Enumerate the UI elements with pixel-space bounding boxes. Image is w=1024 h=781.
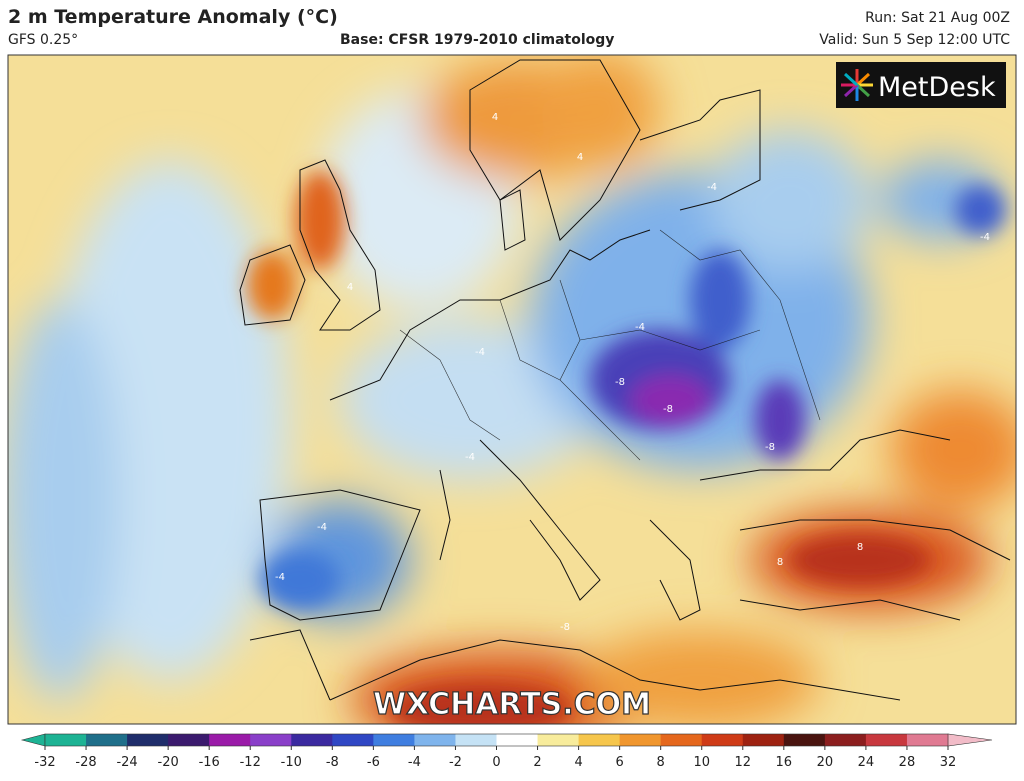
contour-label: -4 [275, 572, 285, 583]
colorbar-label: -10 [281, 755, 302, 770]
map-frame [7, 54, 1017, 725]
colorbar-segment [578, 734, 621, 746]
base: Base: CFSR 1979-2010 climatology [340, 32, 615, 48]
colorbar-end [947, 733, 993, 747]
colorbar-label: -24 [116, 755, 137, 770]
colorbar-end [20, 733, 46, 747]
colorbar-label: 10 [693, 755, 710, 770]
contour-label: -4 [317, 522, 327, 533]
contour-label: 8 [777, 557, 783, 568]
colorbar-segment [783, 734, 826, 746]
colorbar-label: -28 [75, 755, 96, 770]
colorbar-segment [373, 734, 415, 746]
colorbar-label: -4 [408, 755, 421, 770]
colorbar-segment [250, 734, 292, 746]
contour-label: -4 [707, 182, 717, 193]
contour-label: 8 [857, 542, 863, 553]
colorbar-segment [332, 734, 374, 746]
colorbar-label: 8 [657, 755, 665, 770]
colorbar-label: -2 [449, 755, 462, 770]
contour-label: -8 [615, 377, 625, 388]
colorbar-label: 20 [817, 755, 834, 770]
coastlines [239, 59, 1011, 701]
colorbar-label: -12 [240, 755, 261, 770]
colorbar-segment [701, 734, 744, 746]
title: 2 m Temperature Anomaly (°C) [8, 6, 338, 28]
colorbar-segment [455, 734, 497, 746]
contour-label: -4 [980, 232, 990, 243]
colorbar-segment [742, 734, 785, 746]
watermark: WXCHARTS.COM [373, 687, 651, 722]
colorbar-label: -32 [34, 755, 55, 770]
colorbar: -32 -28 -24 -20 -16 -12 -10 -8 -6 -4 -2 0 2 4 6 8 10 12 16… [20, 733, 993, 770]
contour-label: 4 [347, 282, 353, 293]
contour-label: -8 [560, 622, 570, 633]
colorbar-segment [168, 734, 210, 746]
colorbar-label: 6 [615, 755, 623, 770]
colorbar-frame [44, 733, 949, 747]
colorbar-segment [291, 734, 333, 746]
colorbar-segment [906, 734, 949, 746]
colorbar-segment [660, 734, 703, 746]
colorbar-segment [127, 734, 169, 746]
logo-box: MetDesk [836, 62, 1006, 108]
contour-label: -4 [635, 322, 645, 333]
anomaly-field [8, 55, 1016, 724]
colorbar-segment [45, 734, 87, 746]
colorbar-label: -8 [326, 755, 339, 770]
colorbar-label: 28 [899, 755, 916, 770]
colorbar-segment [619, 734, 662, 746]
colorbar-label: -20 [158, 755, 179, 770]
colorbar-segment [209, 734, 251, 746]
contour-label: -8 [663, 404, 673, 415]
colorbar-segment [824, 734, 867, 746]
contour-label: -4 [465, 452, 475, 463]
colorbar-label: 32 [940, 755, 957, 770]
colorbar-segment [86, 734, 128, 746]
logo-icon [841, 69, 873, 101]
run: Run: Sat 21 Aug 00Z [865, 10, 1010, 26]
valid: Valid: Sun 5 Sep 12:00 UTC [819, 32, 1010, 48]
colorbar-segment [496, 734, 539, 746]
colorbar-segment [537, 734, 580, 746]
colorbar-label: 4 [574, 755, 582, 770]
colorbar-label: 16 [776, 755, 793, 770]
colorbar-label: 24 [858, 755, 875, 770]
contour-label: -4 [475, 347, 485, 358]
borders [399, 229, 821, 461]
colorbar-label: 0 [492, 755, 500, 770]
colorbar-segment [865, 734, 908, 746]
contour-label: -8 [765, 442, 775, 453]
logo-text: MetDesk [878, 72, 996, 103]
colorbar-segment [414, 734, 456, 746]
contour-labels: -4 4 4 -4 -4 -4 -8 -8 -4 8 8 -8 -4 -4 4 -8 [275, 112, 990, 633]
colorbar-label: -16 [199, 755, 220, 770]
colorbar-label: -6 [367, 755, 380, 770]
contour-label: 4 [492, 112, 498, 123]
colorbar-label: 2 [533, 755, 541, 770]
contour-label: 4 [577, 152, 583, 163]
model: GFS 0.25° [8, 32, 79, 48]
colorbar-label: 12 [734, 755, 751, 770]
